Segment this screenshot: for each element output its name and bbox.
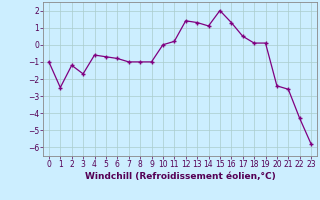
X-axis label: Windchill (Refroidissement éolien,°C): Windchill (Refroidissement éolien,°C) (84, 172, 276, 181)
